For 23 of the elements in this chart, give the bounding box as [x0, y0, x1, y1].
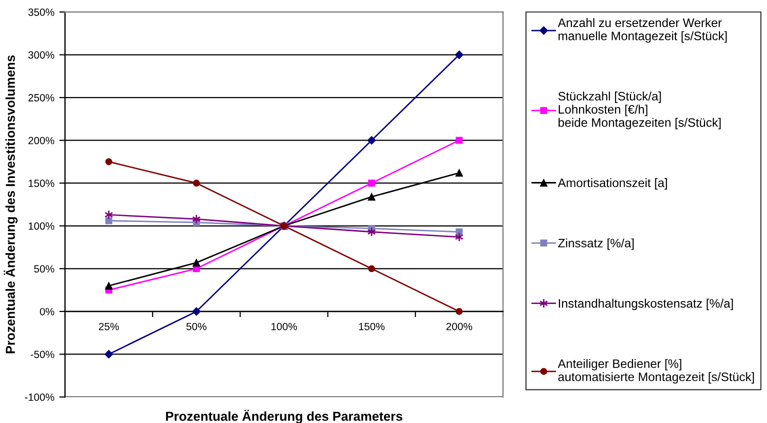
y-tick-label: -50%: [30, 350, 54, 358]
y-tick-label: 300%: [28, 51, 54, 59]
legend-label: Stückzahl [Stück/a] Lohnkosten [€/h] beide Montagezeiten [s/Stück]: [558, 92, 721, 130]
x-tick-label: 100%: [271, 322, 297, 330]
x-tick-label: 150%: [359, 322, 385, 330]
y-tick-label: 100%: [28, 222, 54, 230]
y-tick-label: 250%: [28, 94, 54, 102]
y-tick-label: 50%: [34, 265, 54, 273]
legend-label: Anzahl zu ersetzender Werker manuelle Montagezeit [s/Stück]: [558, 18, 727, 43]
legend-label: Instandhaltungskostensatz [%/a]: [558, 298, 733, 310]
legend-label: Zinssatz [%/a]: [558, 238, 634, 250]
legend-label: Anteiliger Bediener [%] automatisierte Montagezeit [s/Stück]: [558, 359, 754, 384]
y-tick-label: 200%: [28, 136, 54, 144]
y-tick-label: -100%: [24, 394, 54, 401]
legend-label: Amortisationszeit [a]: [558, 178, 667, 190]
x-tick-label: 50%: [186, 322, 206, 330]
x-axis-title: Prozentuale Änderung des Parameters: [166, 410, 402, 423]
y-tick-label: 350%: [28, 8, 54, 16]
x-tick-label: 200%: [446, 322, 472, 330]
y-tick-label: 0%: [40, 308, 54, 316]
y-axis-title: Prozentuale Änderung des Investitionsvolumens: [4, 55, 18, 354]
x-tick-label: 25%: [98, 322, 119, 330]
y-tick-label: 150%: [28, 180, 54, 187]
